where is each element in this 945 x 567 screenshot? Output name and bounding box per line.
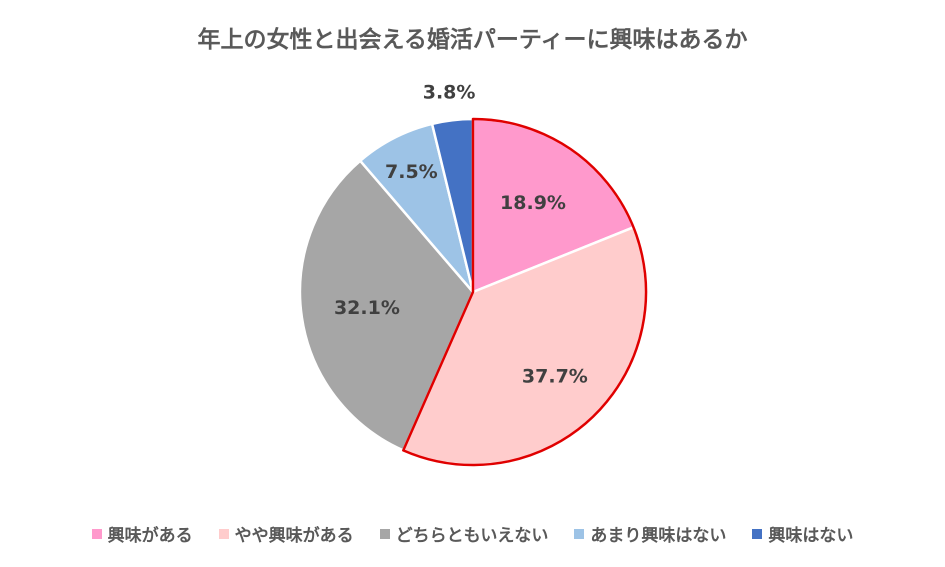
legend-label: やや興味がある <box>234 526 354 546</box>
legend-item-1: 興味がある <box>91 521 193 546</box>
data-label-3: 32.1% <box>334 297 400 319</box>
data-label-2: 37.7% <box>522 365 588 387</box>
data-label-4: 7.5% <box>385 161 438 183</box>
legend-item-5: 興味はない <box>752 521 853 546</box>
legend-swatch <box>752 528 763 539</box>
data-label-5: 3.8% <box>423 82 476 104</box>
highlight-outline <box>402 117 648 467</box>
legend-item-3: どちらともいえない <box>379 521 549 546</box>
legend-swatch <box>91 528 102 539</box>
legend-label: 興味がある <box>107 526 193 546</box>
legend-label: あまり興味はない <box>590 526 727 546</box>
pie-slice-3 <box>298 159 475 452</box>
legend-item-4: あまり興味はない <box>574 521 726 546</box>
legend-label: 興味はない <box>768 526 854 546</box>
legend-item-2: やや興味がある <box>218 521 354 546</box>
data-label-1: 18.9% <box>500 192 566 214</box>
legend-swatch <box>379 528 390 539</box>
legend-label: どちらともいえない <box>395 526 549 546</box>
legend-swatch <box>218 528 229 539</box>
chart-title: 年上の女性と出会える婚活パーティーに興味はあるか <box>197 27 748 53</box>
legend-swatch <box>574 528 585 539</box>
legend: 興味がある やや興味がある どちらともいえない あまり興味はない 興味はない <box>0 521 945 546</box>
